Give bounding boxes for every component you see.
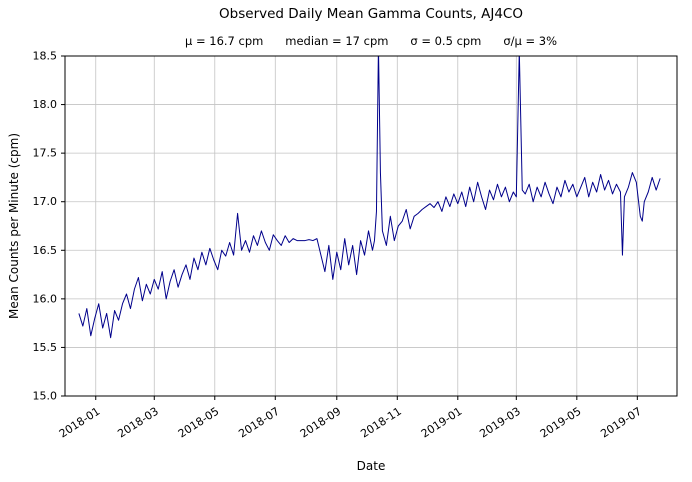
plot-border (64, 55, 678, 397)
chart-title: Observed Daily Mean Gamma Counts, AJ4CO (219, 6, 523, 22)
y-tick-label: 18.5 (33, 50, 58, 63)
x-tick-label: 2018-05 (176, 405, 222, 441)
y-axis-label: Mean Counts per Minute (cpm) (7, 132, 21, 320)
x-tick-label: 2018-09 (298, 405, 344, 441)
x-tick-label: 2019-07 (598, 405, 644, 441)
x-tick-label: 2018-03 (115, 405, 161, 441)
x-tick-label: 2019-01 (419, 405, 465, 441)
x-tick-label: 2018-01 (57, 405, 103, 441)
x-axis-label: Date (356, 459, 386, 473)
x-tick-label: 2019-03 (477, 405, 523, 441)
y-tick-label: 15.0 (33, 390, 58, 403)
y-tick-label: 16.5 (33, 244, 58, 257)
x-tick-label: 2018-07 (236, 405, 282, 441)
x-tick-label: 2019-05 (538, 405, 584, 441)
y-tick-label: 17.0 (33, 195, 58, 208)
y-tick-label: 18.0 (33, 98, 58, 111)
y-tick-label: 15.5 (33, 341, 58, 354)
data-line (78, 56, 661, 339)
x-tick-label: 2018-11 (358, 405, 404, 441)
chart-stats-subtitle: μ = 16.7 cpm median = 17 cpm σ = 0.5 cpm… (185, 34, 557, 48)
y-tick-label: 17.5 (33, 147, 58, 160)
y-tick-label: 16.0 (33, 292, 58, 305)
